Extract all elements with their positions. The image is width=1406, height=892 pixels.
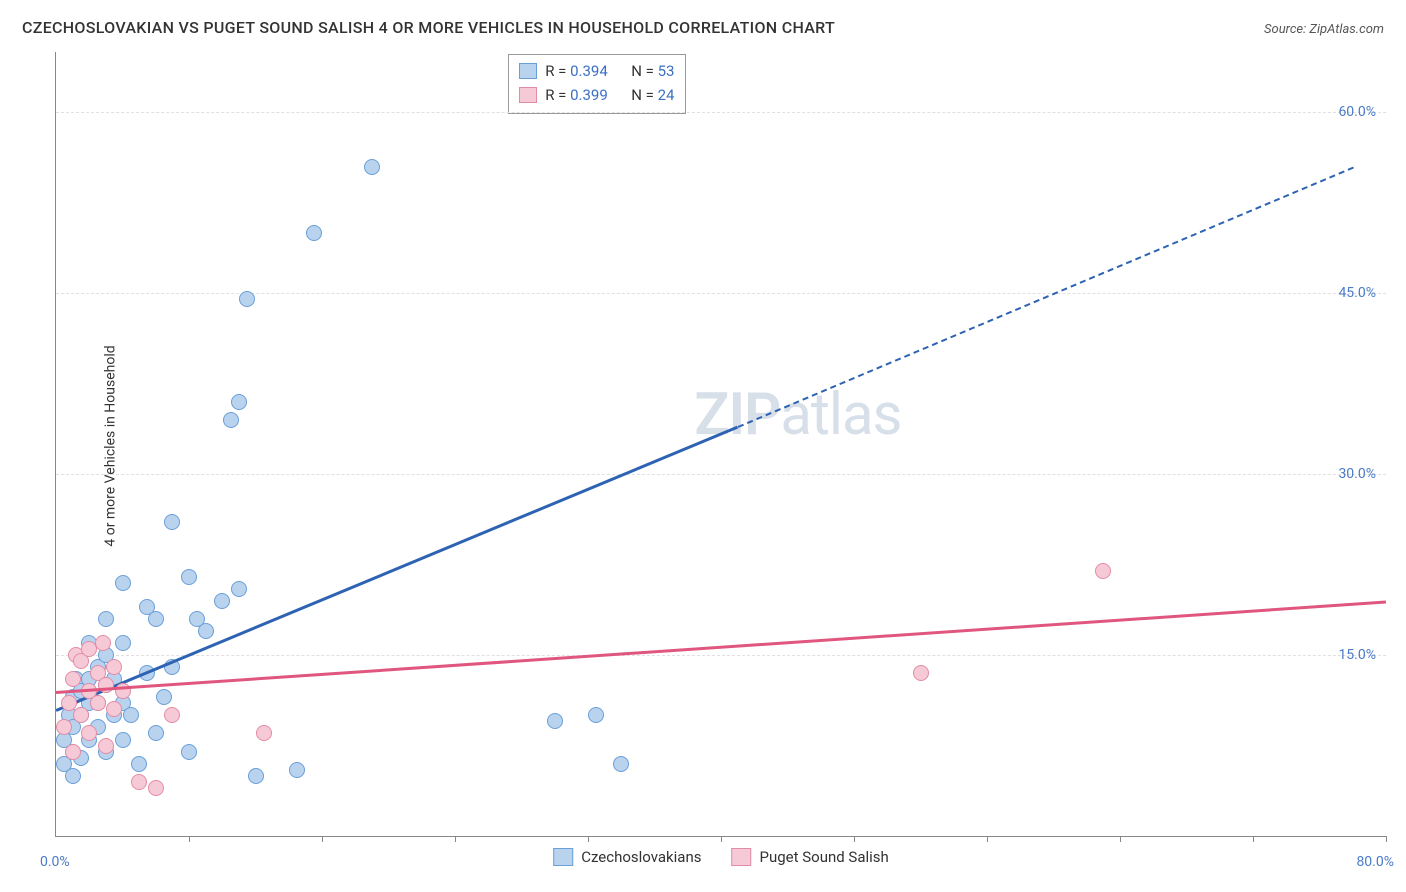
y-tick-label: 30.0%: [1338, 466, 1376, 482]
stats-row-salish: R = 0.399 N = 24: [519, 83, 674, 107]
stats-r-value: 0.399: [570, 86, 608, 104]
data-point-salish: [106, 701, 122, 717]
data-point-czech: [164, 514, 180, 530]
stats-n-label: N = 53: [631, 59, 674, 83]
x-tick: [322, 836, 323, 842]
data-point-salish: [90, 695, 106, 711]
stats-n-value: 24: [658, 86, 675, 104]
data-point-salish: [65, 671, 81, 687]
x-axis-origin-label: 0.0%: [40, 854, 70, 870]
data-point-salish: [98, 738, 114, 754]
data-point-czech: [364, 159, 380, 175]
legend-swatch: [519, 63, 537, 79]
x-tick: [455, 836, 456, 842]
data-point-czech: [198, 623, 214, 639]
data-point-salish: [148, 780, 164, 796]
watermark: ZIPatlas: [694, 381, 901, 449]
chart-title: CZECHOSLOVAKIAN VS PUGET SOUND SALISH 4 …: [22, 18, 835, 37]
gridline: [56, 655, 1386, 656]
data-point-salish: [95, 635, 111, 651]
data-point-czech: [148, 611, 164, 627]
data-point-salish: [81, 725, 97, 741]
legend-item-czech: Czechoslovakians: [553, 848, 701, 866]
y-tick-label: 45.0%: [1338, 285, 1376, 301]
trendline-dashed-czech: [737, 167, 1353, 428]
data-point-czech: [156, 689, 172, 705]
y-tick-label: 15.0%: [1338, 647, 1376, 663]
data-point-czech: [289, 762, 305, 778]
data-point-czech: [181, 744, 197, 760]
data-point-czech: [547, 713, 563, 729]
y-tick-label: 60.0%: [1338, 104, 1376, 120]
data-point-czech: [223, 412, 239, 428]
x-tick: [987, 836, 988, 842]
data-point-czech: [181, 569, 197, 585]
trendline-salish: [56, 601, 1386, 694]
legend-item-salish: Puget Sound Salish: [732, 848, 889, 866]
data-point-czech: [115, 575, 131, 591]
data-point-salish: [131, 774, 147, 790]
series-legend: Czechoslovakians Puget Sound Salish: [553, 848, 889, 866]
data-point-czech: [613, 756, 629, 772]
data-point-czech: [115, 635, 131, 651]
data-point-czech: [231, 581, 247, 597]
scatter-plot-area: ZIPatlas R = 0.394 N = 53R = 0.399 N = 2…: [55, 52, 1386, 837]
data-point-czech: [248, 768, 264, 784]
x-tick: [721, 836, 722, 842]
gridline: [56, 474, 1386, 475]
stats-r-label: R = 0.399: [545, 83, 608, 107]
x-tick: [1386, 836, 1387, 842]
data-point-salish: [913, 665, 929, 681]
x-axis-max-label: 80.0%: [1356, 854, 1394, 870]
data-point-czech: [131, 756, 147, 772]
x-tick: [1120, 836, 1121, 842]
data-point-salish: [98, 677, 114, 693]
data-point-salish: [256, 725, 272, 741]
gridline: [56, 112, 1386, 113]
data-point-czech: [239, 291, 255, 307]
data-point-salish: [56, 719, 72, 735]
data-point-czech: [214, 593, 230, 609]
data-point-salish: [1095, 563, 1111, 579]
data-point-salish: [164, 707, 180, 723]
data-point-czech: [98, 611, 114, 627]
stats-n-label: N = 24: [631, 83, 674, 107]
stats-r-value: 0.394: [570, 62, 608, 80]
data-point-czech: [115, 732, 131, 748]
data-point-salish: [73, 707, 89, 723]
x-tick: [588, 836, 589, 842]
data-point-czech: [306, 225, 322, 241]
source-attribution: Source: ZipAtlas.com: [1264, 22, 1384, 37]
legend-swatch: [519, 87, 537, 103]
gridline: [56, 293, 1386, 294]
data-point-salish: [106, 659, 122, 675]
legend-swatch: [553, 848, 573, 866]
data-point-salish: [65, 744, 81, 760]
stats-r-label: R = 0.394: [545, 59, 608, 83]
legend-swatch: [732, 848, 752, 866]
legend-label: Czechoslovakians: [581, 848, 701, 866]
data-point-czech: [588, 707, 604, 723]
x-tick: [189, 836, 190, 842]
stats-row-czech: R = 0.394 N = 53: [519, 59, 674, 83]
data-point-czech: [123, 707, 139, 723]
data-point-czech: [65, 768, 81, 784]
legend-label: Puget Sound Salish: [760, 848, 889, 866]
data-point-czech: [148, 725, 164, 741]
correlation-stats-box: R = 0.394 N = 53R = 0.399 N = 24: [508, 54, 685, 114]
watermark-atlas: atlas: [780, 381, 901, 449]
stats-n-value: 53: [658, 62, 675, 80]
x-tick: [854, 836, 855, 842]
x-tick: [1253, 836, 1254, 842]
data-point-czech: [231, 394, 247, 410]
